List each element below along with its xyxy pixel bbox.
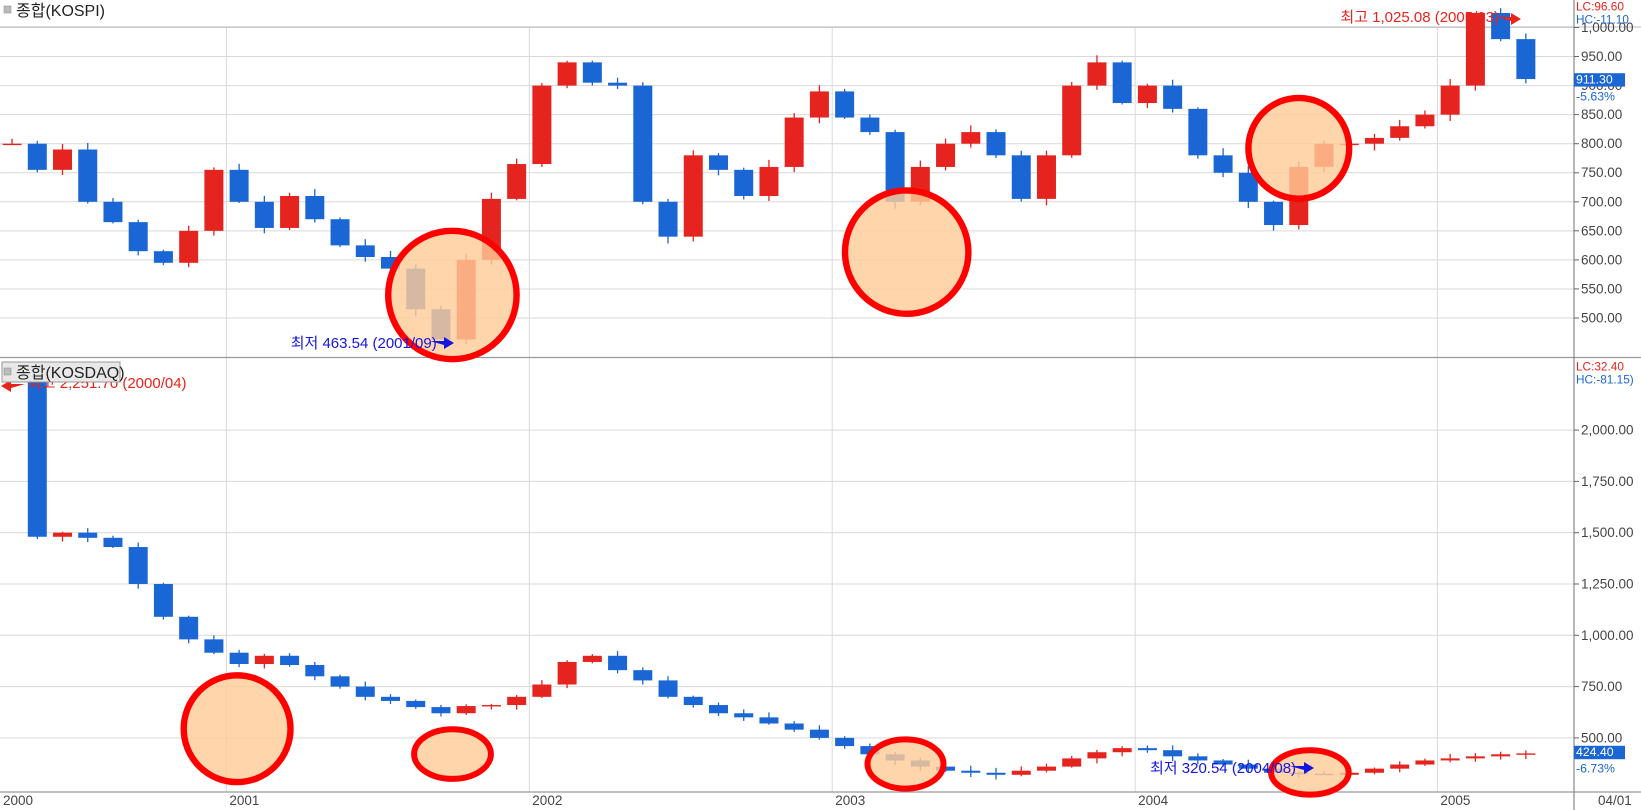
svg-text:2,000.00: 2,000.00 [1581,423,1634,438]
svg-text:2002: 2002 [532,793,562,808]
svg-text:최저 463.54 (2001/09): 최저 463.54 (2001/09) [291,335,437,352]
svg-text:2000: 2000 [3,793,33,808]
svg-text:1,500.00: 1,500.00 [1581,525,1634,540]
svg-text:2005: 2005 [1440,793,1470,808]
svg-text:500.00: 500.00 [1581,311,1622,326]
svg-text:최저 320.54 (2004/08): 최저 320.54 (2004/08) [1150,760,1296,777]
svg-text:600.00: 600.00 [1581,252,1622,267]
svg-text:950.00: 950.00 [1581,49,1622,64]
svg-text:800.00: 800.00 [1581,136,1622,151]
svg-text:500.00: 500.00 [1581,730,1622,745]
svg-text:HC:-11.10: HC:-11.10 [1576,13,1629,27]
svg-text:1,000.00: 1,000.00 [1581,628,1634,643]
svg-text:424.40: 424.40 [1576,745,1614,759]
svg-text:750.00: 750.00 [1581,679,1622,694]
svg-text:1,250.00: 1,250.00 [1581,577,1634,592]
svg-text:2001: 2001 [229,793,259,808]
svg-text:LC:32.40: LC:32.40 [1576,360,1624,374]
svg-text:-6.73%: -6.73% [1576,762,1615,776]
svg-text:550.00: 550.00 [1581,281,1622,296]
svg-text:2004: 2004 [1138,793,1169,808]
svg-text:700.00: 700.00 [1581,194,1622,209]
svg-text:1,750.00: 1,750.00 [1581,474,1634,489]
svg-text:최고 1,025.08 (2005/03): 최고 1,025.08 (2005/03) [1340,9,1499,26]
svg-text:LC:96.60: LC:96.60 [1576,0,1624,14]
svg-text:종합(KOSPI): 종합(KOSPI) [16,2,105,20]
svg-text:911.30: 911.30 [1576,73,1613,87]
svg-text:2003: 2003 [835,793,865,808]
svg-text:650.00: 650.00 [1581,223,1622,238]
svg-text:-5.63%: -5.63% [1576,90,1615,104]
svg-text:850.00: 850.00 [1581,107,1622,122]
svg-text:04/01: 04/01 [1598,793,1632,808]
svg-text:HC:-81.15): HC:-81.15) [1576,373,1634,387]
svg-text:750.00: 750.00 [1581,165,1622,180]
svg-text:종합(KOSDAQ): 종합(KOSDAQ) [16,364,125,382]
